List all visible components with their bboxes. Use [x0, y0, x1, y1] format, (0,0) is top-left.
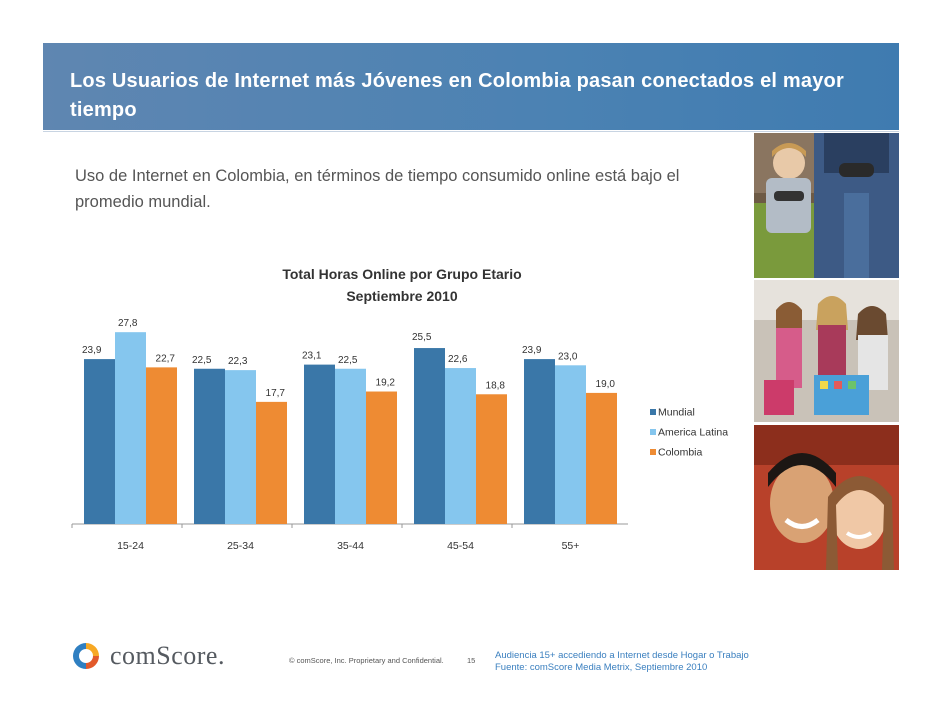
source-notes: Audiencia 15+ accediendo a Internet desd… [495, 650, 749, 674]
bar-america-latina-45-54 [445, 368, 476, 524]
slide-subtitle: Uso de Internet en Colombia, en términos… [75, 167, 680, 211]
data-label: 22,6 [448, 354, 468, 365]
page-number: 15 [467, 656, 476, 665]
data-label: 18,8 [486, 380, 506, 391]
data-label: 23,9 [522, 345, 542, 356]
bar-colombia-25-34 [256, 401, 287, 524]
legend-swatch [650, 429, 656, 435]
data-label: 22,5 [192, 355, 212, 366]
comscore-logo-icon [73, 643, 99, 669]
gamer-photo [754, 133, 899, 278]
bar-america-latina-35-44 [335, 368, 366, 524]
data-label: 19,0 [596, 379, 616, 390]
couple-photo [754, 425, 899, 570]
data-label: 23,1 [302, 351, 322, 362]
legend-swatch [650, 409, 656, 415]
data-label: 25,5 [412, 332, 432, 343]
data-label: 27,8 [118, 318, 138, 329]
data-label: 23,0 [558, 351, 578, 362]
data-label: 19,2 [376, 378, 396, 389]
x-tick-label: 15-24 [117, 540, 144, 552]
comscore-logo: comScore. [72, 640, 225, 672]
title-divider [43, 131, 899, 132]
x-tick-label: 25-34 [227, 540, 254, 552]
data-label: 22,3 [228, 356, 248, 367]
page-title: Los Usuarios de Internet más Jóvenes en … [70, 70, 844, 121]
legend-swatch [650, 449, 656, 455]
bar-colombia-15-24 [146, 367, 177, 524]
bar-chart: Total Horas Online por Grupo Etario Septi… [71, 266, 728, 552]
copyright-text: © comScore, Inc. Proprietary and Confide… [289, 656, 444, 665]
data-label: 22,7 [156, 353, 176, 364]
x-tick-label: 35-44 [337, 540, 364, 552]
legend-label: Mundial [658, 407, 695, 419]
bar-colombia-45-54 [476, 394, 507, 524]
source-note: Fuente: comScore Media Metrix, Septiembr… [495, 662, 708, 673]
legend-label: America Latina [658, 427, 728, 439]
data-label: 23,9 [82, 345, 102, 356]
bar-colombia-35-44 [366, 391, 397, 524]
bar-america-latina-25-34 [225, 370, 256, 524]
data-label: 22,5 [338, 355, 358, 366]
bar-america-latina-15-24 [115, 332, 146, 524]
bar-mundial-35-44 [304, 364, 335, 524]
bar-mundial-15-24 [84, 359, 115, 524]
logo-text: comScore. [110, 641, 225, 670]
data-label: 17,7 [266, 388, 286, 399]
bar-mundial-25-34 [194, 368, 225, 524]
bar-america-latina-55+ [555, 365, 586, 524]
x-tick-label: 55+ [562, 540, 580, 552]
title-banner [43, 43, 899, 130]
bar-colombia-55+ [586, 392, 617, 524]
bar-mundial-45-54 [414, 348, 445, 524]
x-tick-label: 45-54 [447, 540, 474, 552]
shoppers-photo [754, 280, 899, 422]
chart-subtitle: Septiembre 2010 [346, 288, 457, 304]
audience-note: Audiencia 15+ accediendo a Internet desd… [495, 650, 749, 661]
chart-title: Total Horas Online por Grupo Etario [282, 266, 521, 282]
bar-mundial-55+ [524, 359, 555, 524]
legend-label: Colombia [658, 447, 703, 459]
